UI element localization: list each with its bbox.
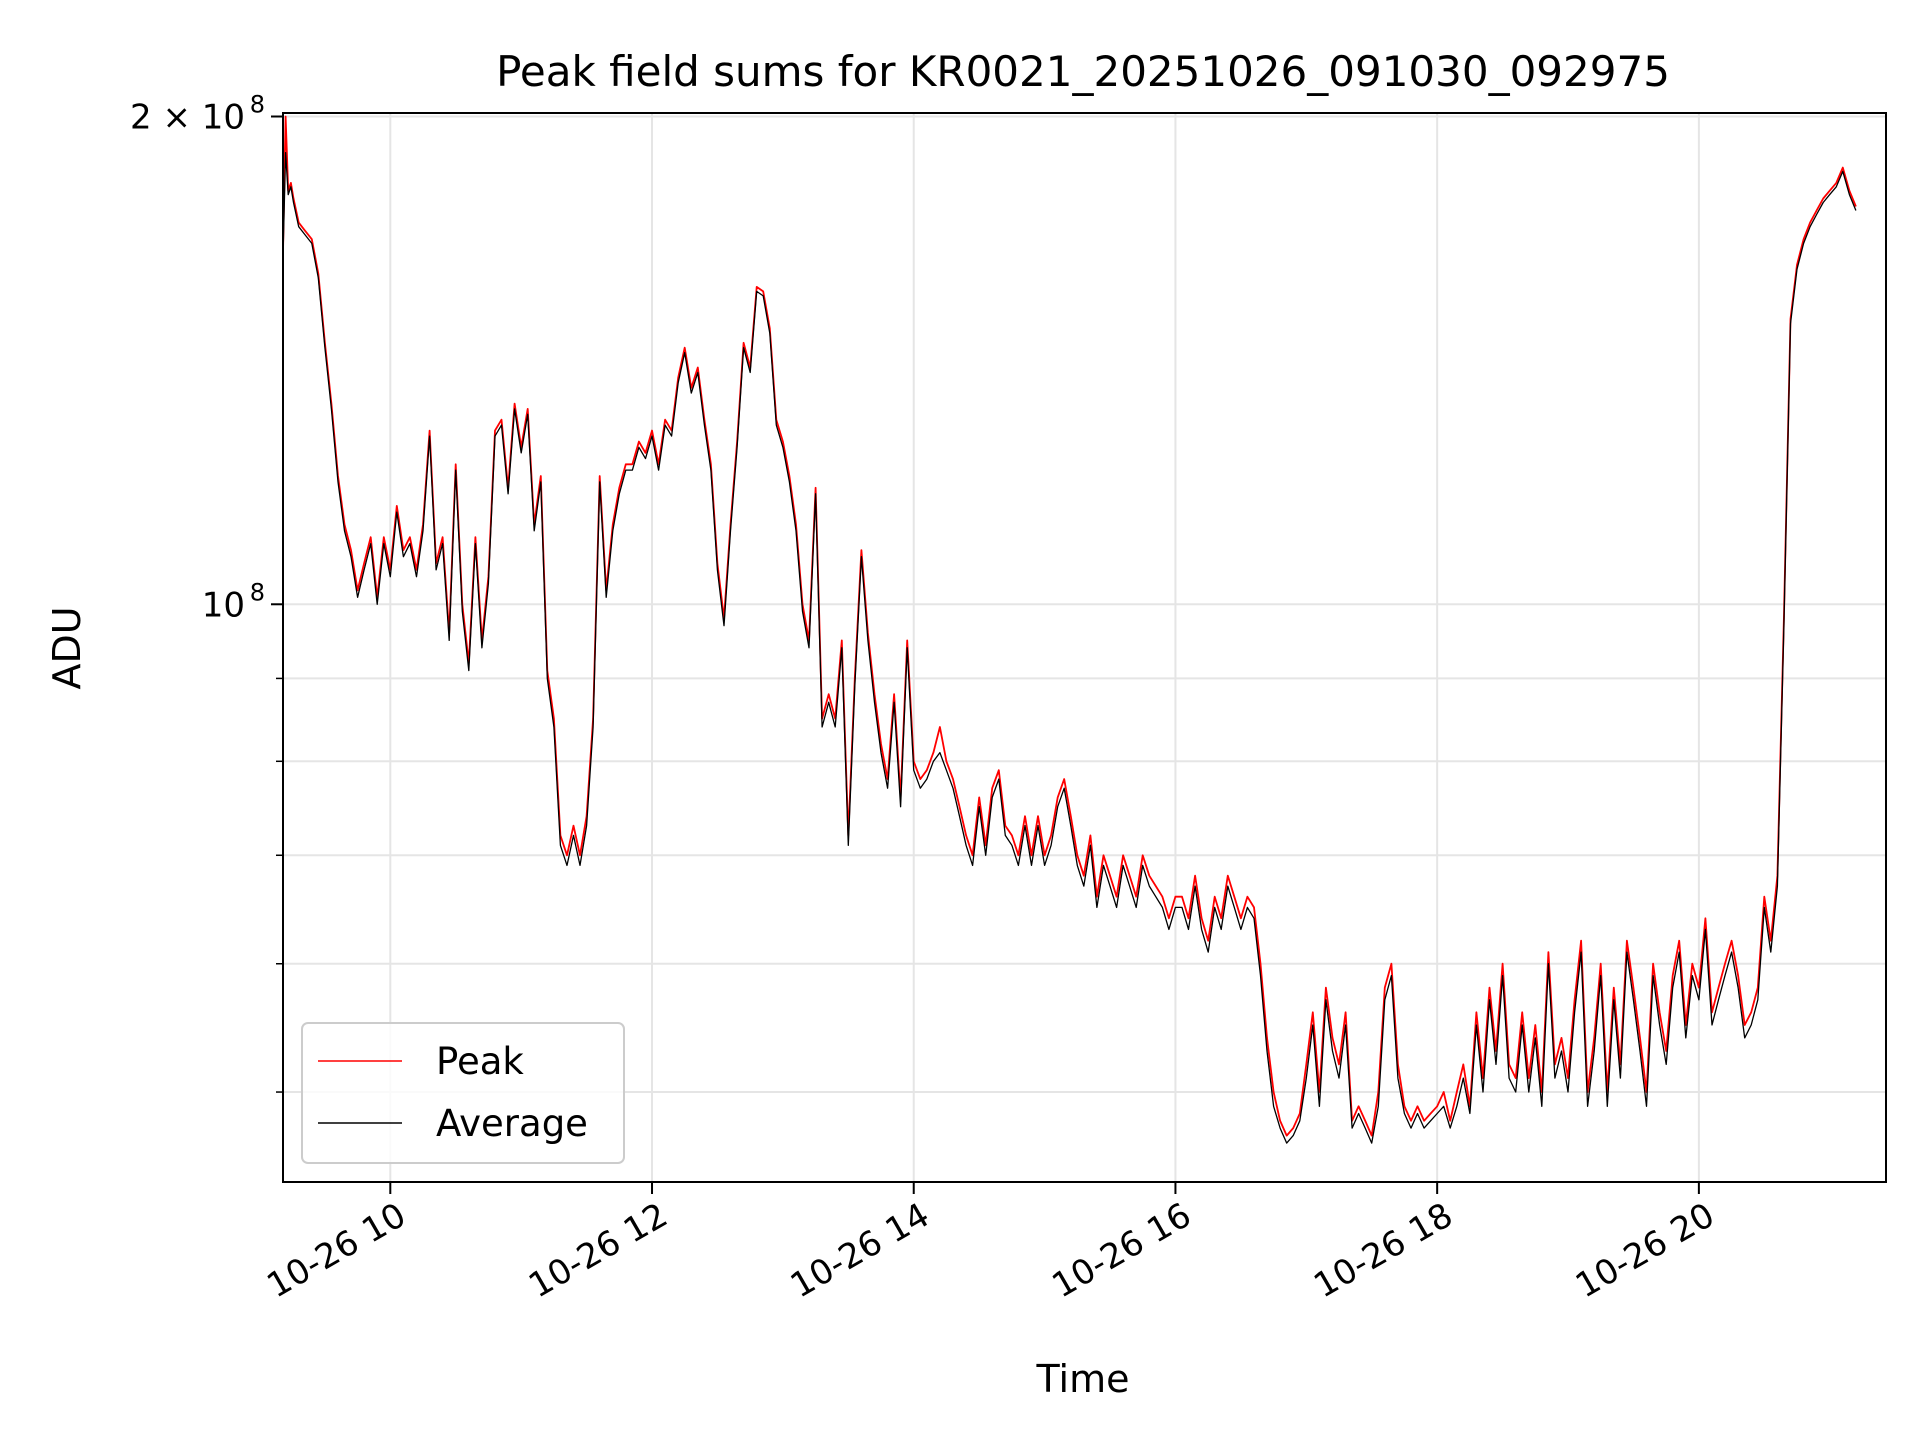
grid-lines [283,113,1886,1182]
y-axis-label: ADU [45,606,89,689]
series-lines [283,115,1857,1144]
legend-peak-label: Peak [436,1040,524,1083]
x-axis-label: Time [1036,1357,1130,1401]
y-axis-ticks: 10 82 × 10 8 [130,91,283,1093]
legend-box [301,1022,625,1164]
legend-average-label: Average [436,1102,588,1145]
plot-area-frame [282,112,1887,1183]
average-series-line [283,151,1857,1144]
legend: Peak Average [301,1022,625,1164]
y-tick-base: 2 × 10 [130,98,245,138]
y-tick-base: 10 [202,585,245,625]
y-tick-label: 10 [202,585,245,625]
y-tick-label: 2 × 10 [130,98,245,138]
y-tick-exponent: 8 [250,578,265,606]
y-tick-exponent: 8 [250,91,265,119]
chart-title: Peak field sums for KR0021_20251026_0910… [496,47,1670,96]
